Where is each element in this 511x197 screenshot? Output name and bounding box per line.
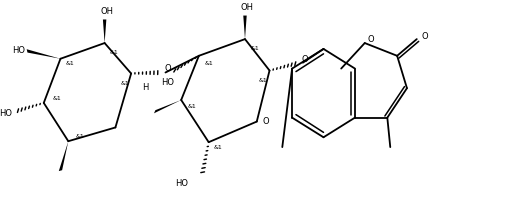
Polygon shape [27, 49, 60, 59]
Text: O: O [421, 32, 428, 41]
Text: &1: &1 [76, 134, 84, 139]
Text: &1: &1 [214, 145, 223, 150]
Text: O: O [301, 55, 308, 64]
Text: HO: HO [161, 78, 174, 87]
Text: OH: OH [241, 3, 253, 12]
Polygon shape [243, 16, 247, 39]
Text: &1: &1 [66, 61, 75, 66]
Text: &1: &1 [204, 61, 213, 66]
Text: O: O [164, 64, 171, 73]
Text: &1: &1 [52, 96, 61, 100]
Text: H: H [142, 83, 148, 92]
Text: HO: HO [12, 46, 25, 55]
Polygon shape [103, 20, 106, 43]
Text: &1: &1 [258, 78, 267, 83]
Text: O: O [367, 35, 374, 44]
Text: &1: &1 [110, 50, 119, 55]
Text: &1: &1 [121, 81, 130, 86]
Polygon shape [59, 141, 68, 171]
Text: &1: &1 [188, 104, 196, 109]
Polygon shape [154, 100, 181, 113]
Text: O: O [262, 117, 269, 126]
Text: OH: OH [100, 7, 113, 16]
Text: HO: HO [0, 109, 12, 118]
Text: &1: &1 [250, 46, 259, 51]
Text: HO: HO [175, 179, 188, 188]
